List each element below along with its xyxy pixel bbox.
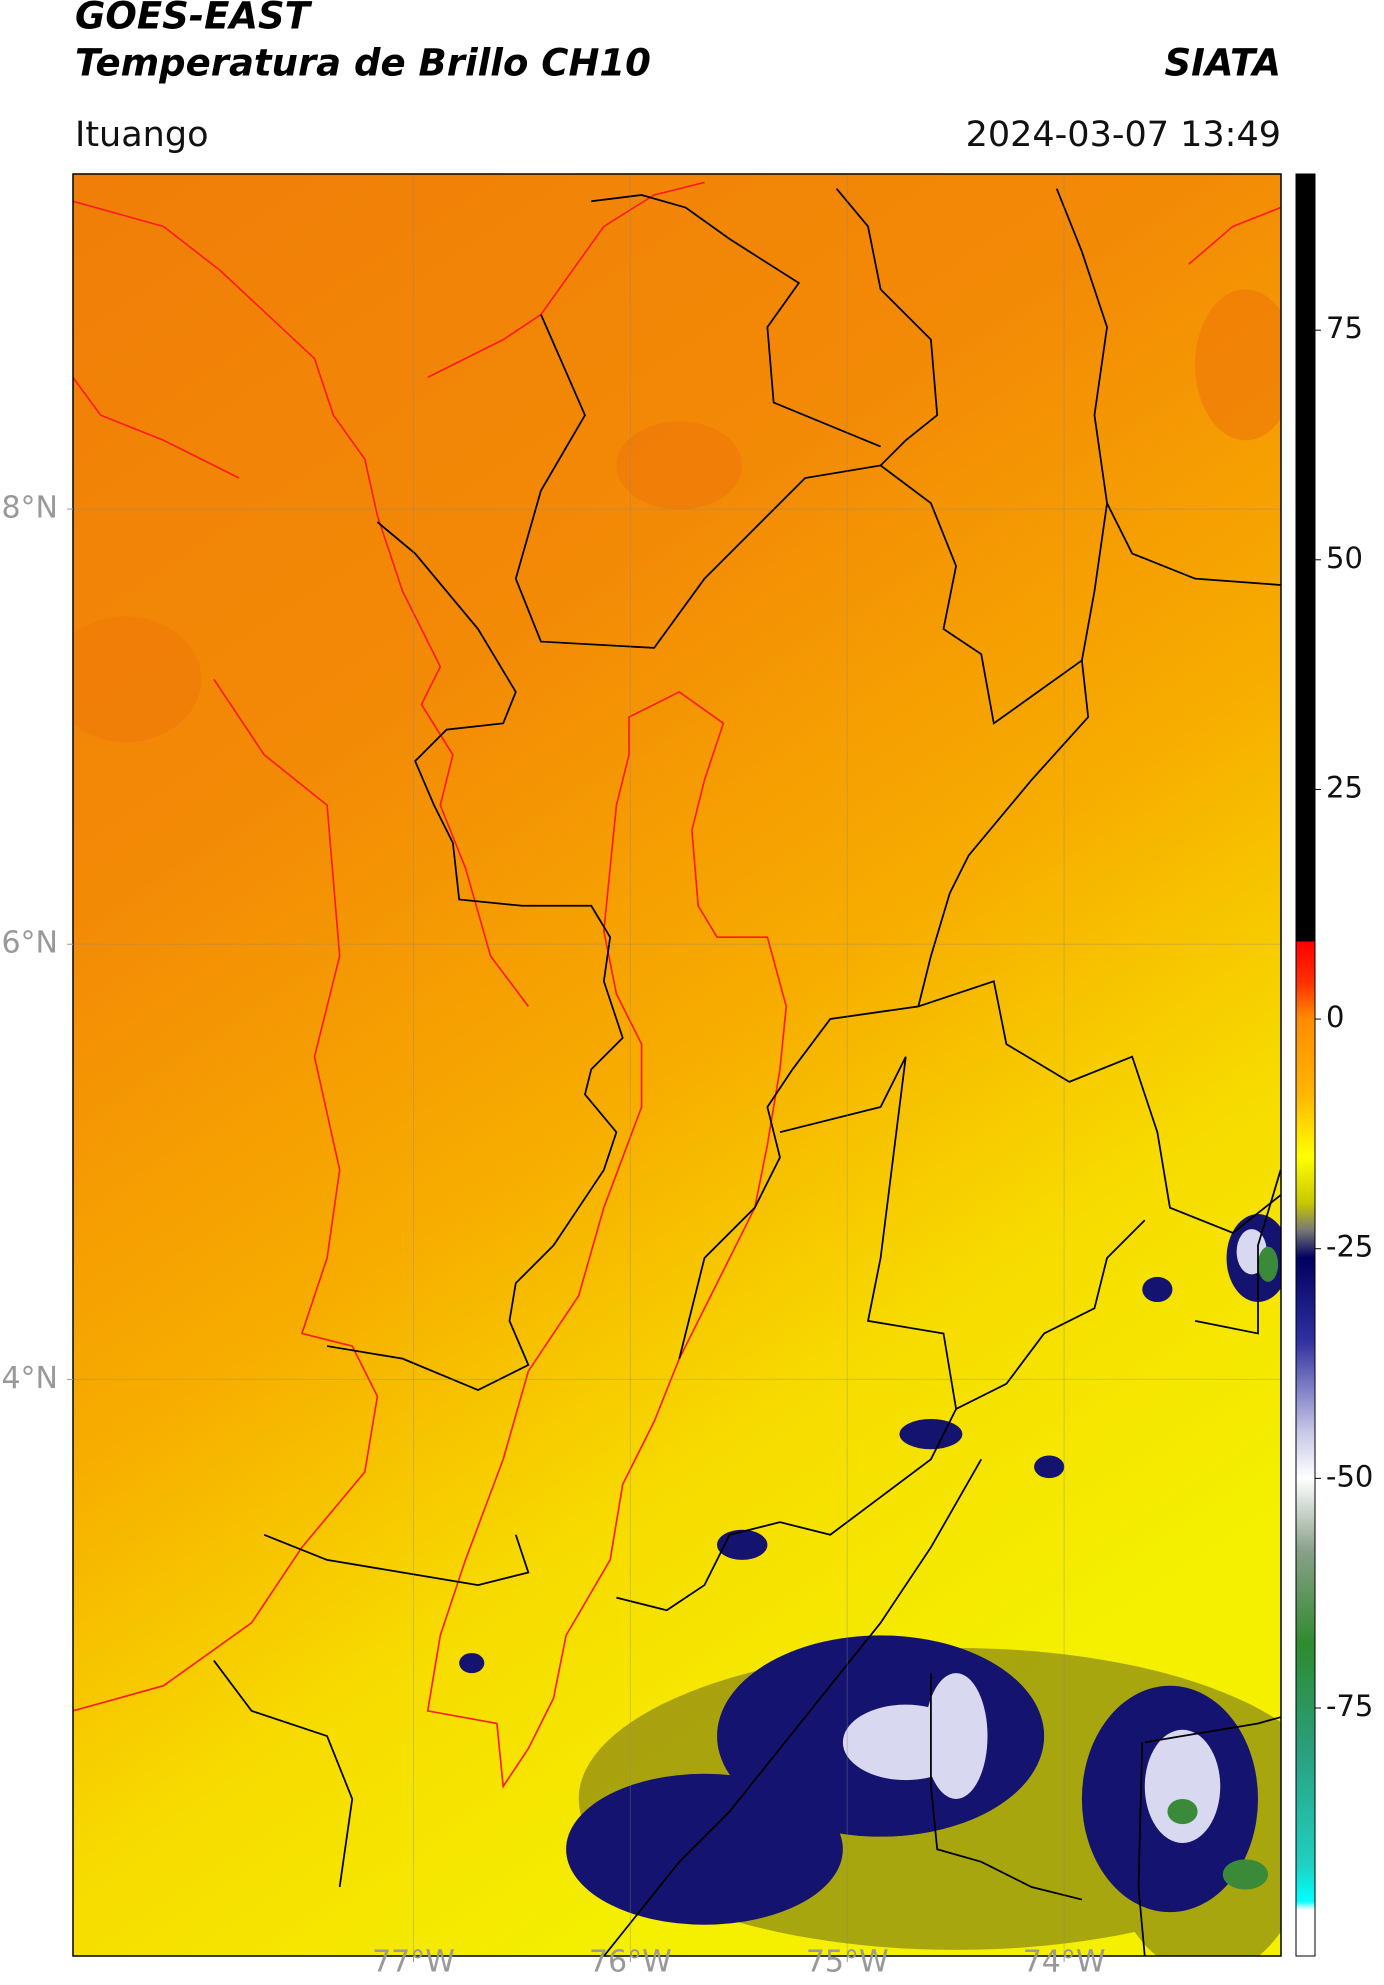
colorbar-tick-label: -50 [1326, 1459, 1373, 1493]
title: GOES-EAST [75, 0, 313, 38]
datetime: 2024-03-07 13:49 [966, 115, 1281, 155]
subtitle: Temperatura de Brillo CH10 [75, 42, 651, 85]
y-tick-label: 8°N [1, 491, 58, 526]
colorbar-tick-label: -75 [1326, 1689, 1373, 1723]
location: Ituango [75, 115, 209, 155]
map-frame [72, 173, 1282, 1957]
source: SIATA [1164, 42, 1281, 85]
colorbar [1295, 173, 1316, 1957]
map [73, 174, 1281, 1956]
x-tick-label: 77°W [372, 1945, 455, 1980]
y-tick-label: 6°N [1, 926, 58, 961]
map-features [73, 181, 1281, 1956]
x-tick-label: 76°W [589, 1945, 672, 1980]
colorbar-tick-label: 75 [1326, 311, 1363, 345]
colorbar-tick-label: -25 [1326, 1230, 1373, 1264]
colorbar-tick-label: 50 [1326, 541, 1363, 575]
x-tick-label: 75°W [806, 1945, 889, 1980]
x-tick-label: 74°W [1023, 1945, 1106, 1980]
y-tick-label: 4°N [1, 1361, 58, 1396]
colorbar-tick-label: 25 [1326, 770, 1363, 804]
colorbar-tick-label: 0 [1326, 1000, 1344, 1034]
